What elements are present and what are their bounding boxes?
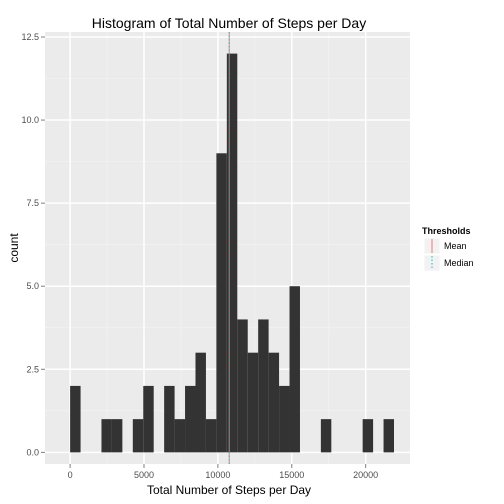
histogram-bar bbox=[70, 385, 81, 453]
histogram-bar bbox=[258, 319, 269, 453]
x-tick-label: 10000 bbox=[205, 470, 230, 480]
histogram-bar bbox=[101, 419, 112, 453]
bars bbox=[70, 53, 394, 453]
histogram-bar bbox=[195, 352, 206, 453]
x-tick-label: 20000 bbox=[353, 470, 378, 480]
x-axis: 0 5000 10000 15000 20000 bbox=[68, 464, 378, 480]
legend-label-mean: Mean bbox=[444, 241, 467, 251]
histogram-bar bbox=[164, 385, 175, 453]
x-tick-label: 0 bbox=[68, 470, 73, 480]
histogram-bar bbox=[174, 419, 186, 453]
y-tick-label: 10.0 bbox=[21, 115, 39, 125]
histogram-bar bbox=[216, 153, 227, 453]
histogram-bar bbox=[185, 385, 196, 453]
y-axis: 0.0 2.5 5.0 7.5 10.0 12.5 bbox=[21, 32, 45, 457]
y-tick-label: 2.5 bbox=[26, 364, 39, 374]
x-tick-label: 5000 bbox=[134, 470, 154, 480]
histogram-bar bbox=[111, 419, 123, 453]
histogram-bar bbox=[268, 352, 280, 453]
legend: Thresholds Mean Median bbox=[422, 226, 474, 272]
y-tick-label: 12.5 bbox=[21, 32, 39, 42]
histogram-bar bbox=[143, 385, 154, 453]
y-tick-label: 5.0 bbox=[26, 281, 39, 291]
y-axis-title: count bbox=[7, 233, 21, 263]
x-tick-label: 15000 bbox=[279, 470, 304, 480]
histogram-bar bbox=[205, 419, 217, 453]
legend-label-median: Median bbox=[444, 258, 474, 268]
histogram-bar bbox=[320, 419, 332, 453]
y-tick-label: 7.5 bbox=[26, 198, 39, 208]
x-axis-title: Total Number of Steps per Day bbox=[147, 483, 311, 497]
histogram-bar bbox=[362, 419, 374, 453]
legend-title: Thresholds bbox=[422, 226, 471, 236]
histogram-bar bbox=[383, 419, 394, 453]
chart-title: Histogram of Total Number of Steps per D… bbox=[92, 15, 366, 31]
histogram-bar bbox=[247, 352, 259, 453]
histogram-bar bbox=[279, 385, 290, 453]
histogram-bar bbox=[289, 286, 300, 453]
y-tick-label: 0.0 bbox=[26, 447, 39, 457]
histogram-bar bbox=[226, 53, 238, 453]
histogram-bar bbox=[237, 319, 248, 453]
histogram-bar bbox=[132, 419, 144, 453]
